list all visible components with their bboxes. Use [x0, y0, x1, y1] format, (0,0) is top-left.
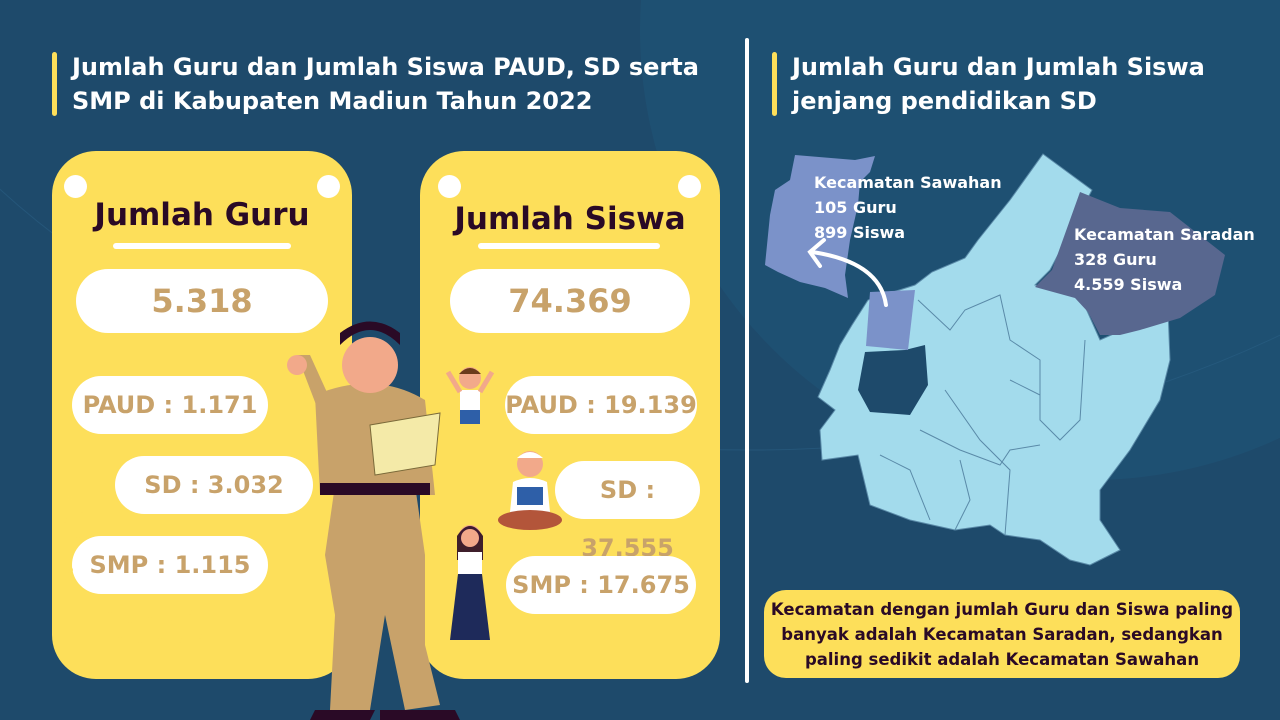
heading-underline	[113, 243, 291, 249]
siswa-paud: PAUD : 19.139	[505, 376, 697, 434]
guru-paud: PAUD : 1.171	[72, 376, 268, 434]
sawahan-guru: 105 Guru	[814, 198, 897, 217]
saradan-guru: 328 Guru	[1074, 250, 1157, 269]
siswa-heading: Jumlah Siswa	[454, 201, 686, 237]
sawahan-name: Kecamatan Sawahan	[814, 173, 1002, 192]
card-hole	[317, 175, 340, 198]
map-region-sawahan	[866, 290, 915, 350]
guru-heading: Jumlah Guru	[94, 197, 310, 233]
student-girl-icon	[450, 525, 490, 640]
guru-total: 5.318	[76, 269, 328, 333]
arrow-icon	[810, 250, 888, 307]
student-reading-icon	[498, 451, 562, 530]
siswa-total: 74.369	[450, 269, 690, 333]
saradan-label: Kecamatan Saradan 328 Guru 4.559 Siswa	[1074, 222, 1255, 297]
student-boy-icon	[445, 367, 495, 424]
summary-note: Kecamatan dengan jumlah Guru dan Siswa p…	[764, 590, 1240, 678]
sawahan-siswa: 899 Siswa	[814, 223, 906, 242]
sawahan-label: Kecamatan Sawahan 105 Guru 899 Siswa	[814, 170, 1002, 245]
map-region-sawahan	[765, 155, 875, 298]
map-hole	[858, 345, 928, 415]
right-title: Jumlah Guru dan Jumlah Siswa jenjang pen…	[772, 50, 1252, 118]
dots-decoration	[55, 496, 203, 643]
teacher-illustration	[287, 321, 460, 720]
map-region-saradan	[1035, 192, 1225, 335]
section-divider	[745, 38, 749, 683]
guru-smp: SMP : 1.115	[72, 536, 268, 594]
card-hole	[438, 175, 461, 198]
arrow-head-icon	[807, 238, 826, 268]
background-arc	[0, 188, 1280, 451]
card-hole	[64, 175, 87, 198]
saradan-siswa: 4.559 Siswa	[1074, 275, 1183, 294]
saradan-name: Kecamatan Saradan	[1074, 225, 1255, 244]
heading-underline	[478, 243, 660, 249]
siswa-smp: SMP : 17.675	[506, 556, 696, 614]
guru-sd: SD : 3.032	[115, 456, 313, 514]
card-hole	[678, 175, 701, 198]
map-district-borders	[879, 294, 1086, 536]
left-title: Jumlah Guru dan Jumlah Siswa PAUD, SD se…	[52, 50, 702, 118]
